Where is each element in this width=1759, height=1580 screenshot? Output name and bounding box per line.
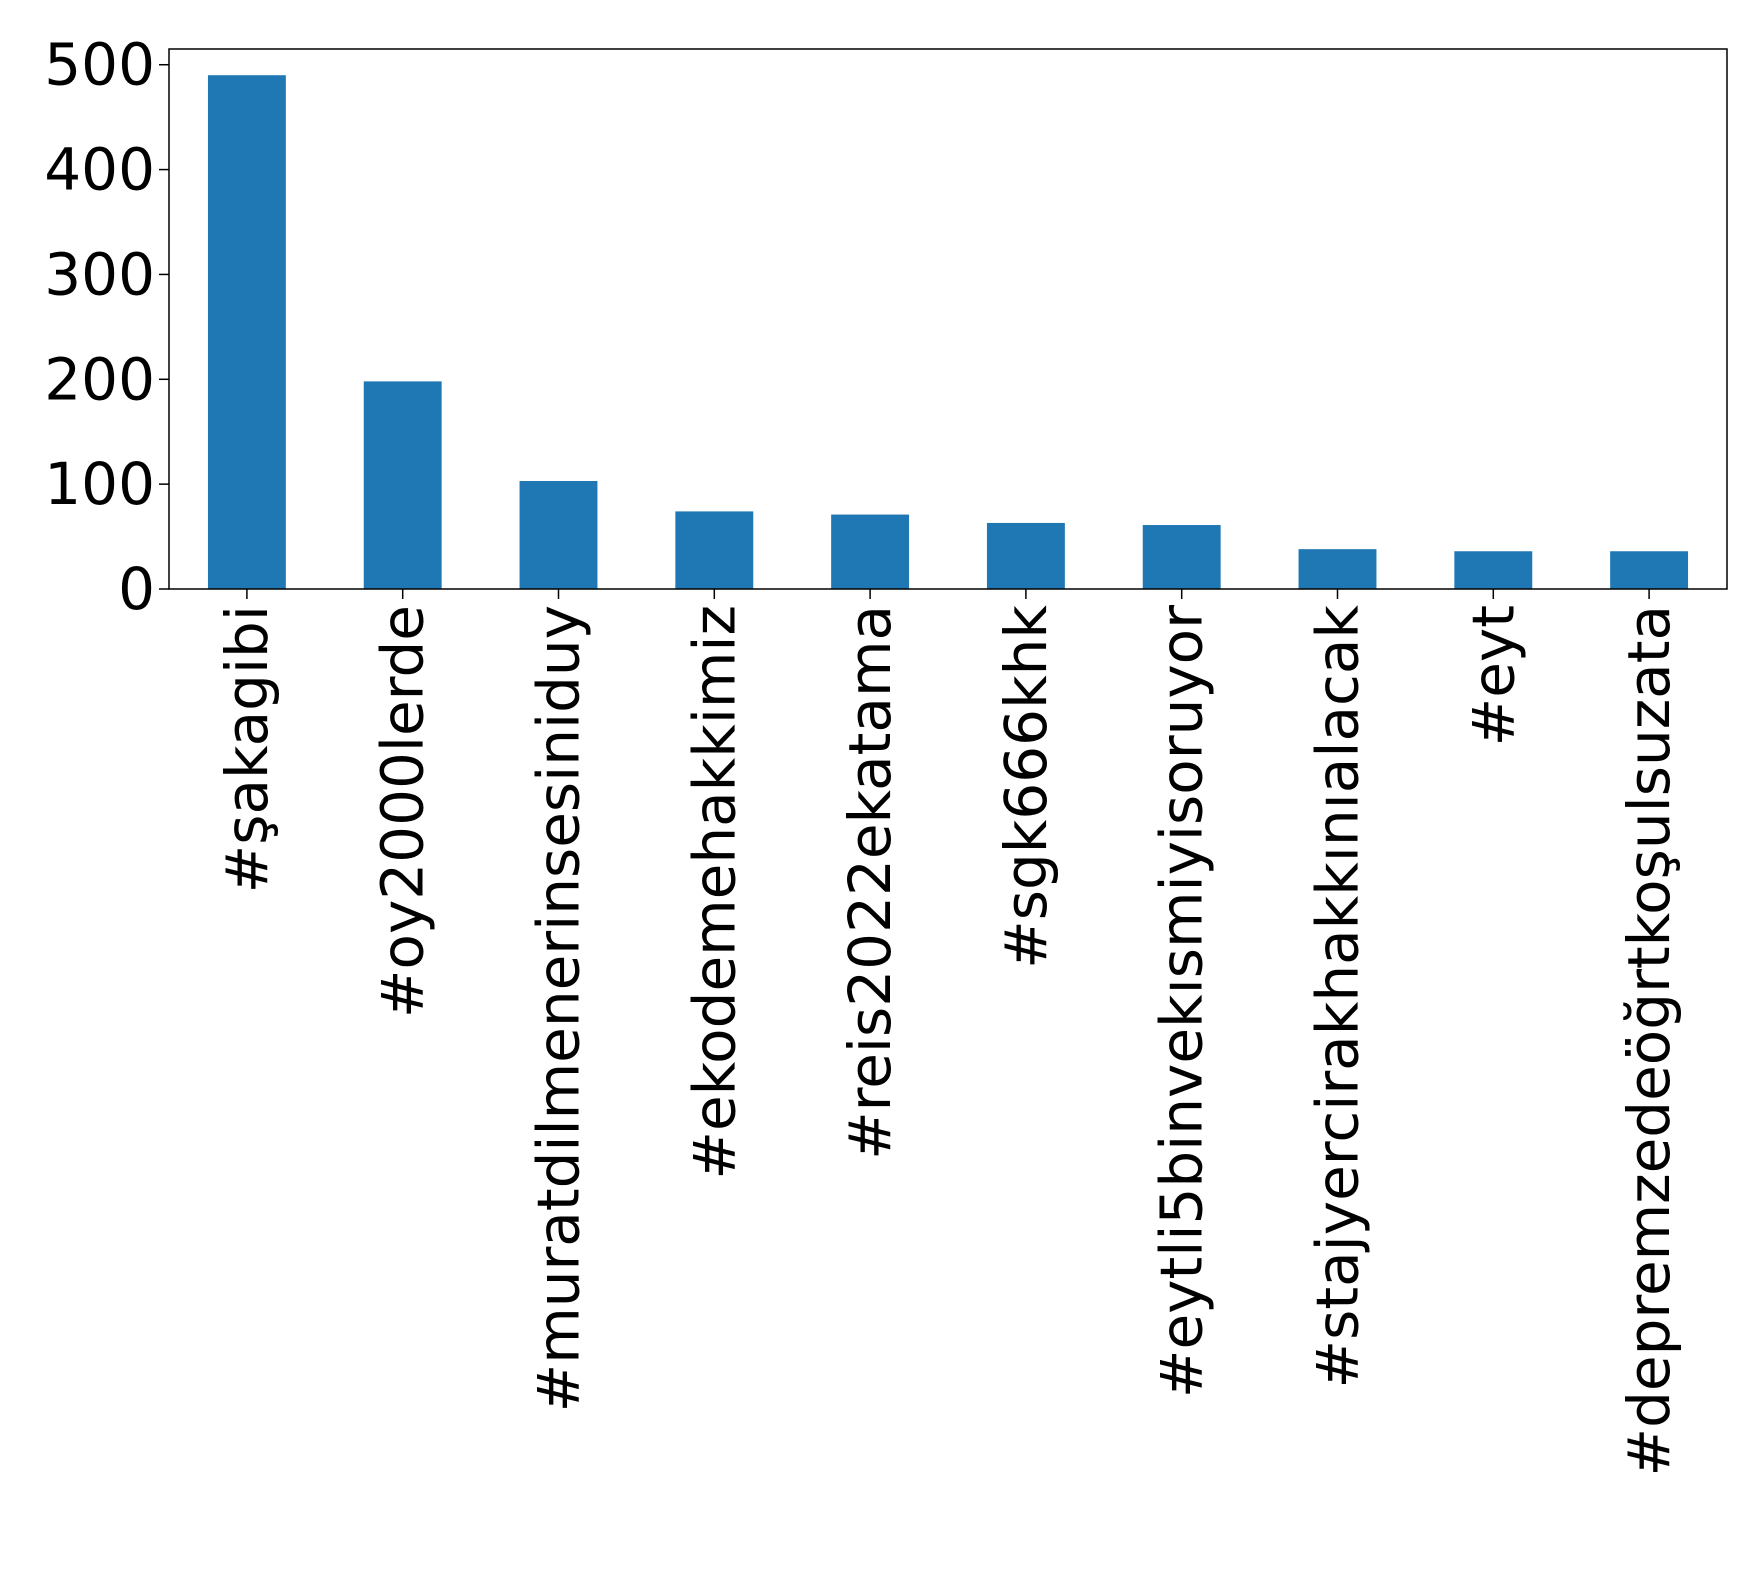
x-tick-label-group-8: #eyt <box>1459 605 1527 746</box>
y-tick-label-3: 300 <box>44 240 155 308</box>
bar-6 <box>1142 525 1221 589</box>
y-tick-label-0: 0 <box>118 555 155 623</box>
y-tick-label-1: 100 <box>44 450 155 518</box>
x-tick-label-group-6: #eytli5binvekısmiyisoruyor <box>1148 605 1216 1398</box>
x-tick-label-group-9: #depremzedeöğrtkoşulsuzata <box>1615 605 1683 1477</box>
bars <box>207 75 1689 589</box>
x-tick-label-group-0: #şakagibi <box>213 605 281 893</box>
x-tick-label-3: #ekodemehakkimiz <box>680 605 748 1180</box>
bar-5 <box>986 522 1065 589</box>
x-tick-label-5: #sgk666khk <box>992 605 1060 969</box>
x-tick-label-0: #şakagibi <box>213 605 281 893</box>
x-tick-label-group-7: #stajyercirakhakkınıalacak <box>1304 605 1372 1389</box>
x-tick-label-group-5: #sgk666khk <box>992 605 1060 969</box>
axes <box>168 48 1728 590</box>
x-tick-label-8: #eyt <box>1459 605 1527 746</box>
x-tick-label-group-1: #oy2000lerde <box>369 605 437 1018</box>
x-tick-label-7: #stajyercirakhakkınıalacak <box>1304 605 1372 1389</box>
y-axis-ticks: 0 100 200 300 400 500 <box>44 31 169 623</box>
x-axis-ticks: #şakagibi #oy2000lerde #muratdilmenerinses… <box>213 589 1683 1477</box>
bar-0 <box>207 75 286 589</box>
y-tick-label-5: 500 <box>44 31 155 99</box>
x-tick-label-6: #eytli5binvekısmiyisoruyor <box>1148 605 1216 1398</box>
bar-9 <box>1610 551 1689 589</box>
bar-4 <box>831 514 910 589</box>
bar-3 <box>675 511 754 589</box>
bar-7 <box>1298 549 1377 589</box>
x-tick-label-9: #depremzedeöğrtkoşulsuzata <box>1615 605 1683 1477</box>
y-tick-label-2: 200 <box>44 345 155 413</box>
bar-2 <box>519 481 598 589</box>
x-tick-label-4: #reis2022ekatama <box>836 605 904 1160</box>
bar-1 <box>363 381 442 589</box>
bar-8 <box>1454 551 1533 589</box>
x-tick-label-group-2: #muratdilmenerinsesiniduy <box>525 605 593 1412</box>
x-tick-label-group-4: #reis2022ekatama <box>836 605 904 1160</box>
x-tick-label-group-3: #ekodemehakkimiz <box>680 605 748 1180</box>
x-tick-label-1: #oy2000lerde <box>369 605 437 1018</box>
y-tick-label-4: 400 <box>44 136 155 204</box>
plot-frame <box>168 48 1728 590</box>
x-tick-label-2: #muratdilmenerinsesiniduy <box>525 605 593 1412</box>
